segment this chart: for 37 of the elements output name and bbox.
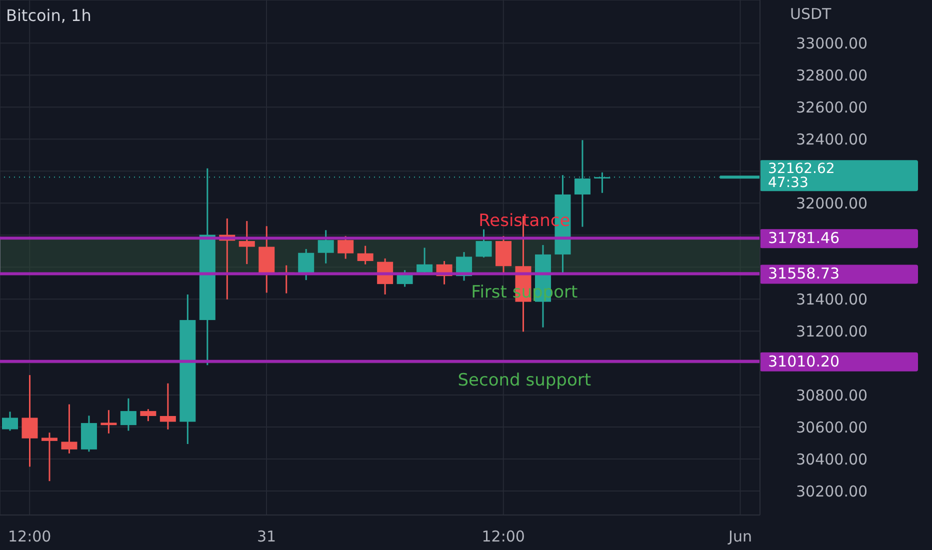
ref-line-label: 31558.73: [768, 264, 840, 283]
annotation: Second support: [458, 370, 592, 390]
candlestick: [140, 408, 156, 422]
x-tick-label: 12:00: [482, 528, 525, 546]
annotation: First support: [471, 282, 578, 303]
candlestick: [160, 382, 176, 430]
y-tick-label: 32600.00: [796, 98, 868, 116]
y-tick-label: 32400.00: [796, 130, 868, 148]
candlestick: [22, 374, 38, 468]
x-tick-label: 12:00: [8, 528, 52, 546]
candlestick: [100, 409, 117, 434]
ref-line-label: 31010.20: [768, 352, 840, 370]
y-tick-label: 30600.00: [796, 418, 868, 436]
x-tick-label: Jun: [728, 528, 752, 546]
y-tick-label: 31200.00: [796, 322, 868, 340]
y-tick-label: 30200.00: [796, 482, 868, 500]
candlestick: [238, 220, 255, 265]
x-tick-label: 31: [256, 528, 276, 546]
y-tick-label: 32000.00: [796, 194, 868, 212]
candlestick: [318, 229, 334, 264]
chart-title: Bitcoin, 1h: [6, 6, 92, 25]
candlestick: [2, 410, 18, 432]
candlestick: [338, 235, 354, 260]
candlestick: [120, 398, 136, 432]
y-tick-label: 30400.00: [796, 450, 868, 468]
candlestick: [61, 404, 78, 454]
y-axis-title: USDT: [790, 5, 832, 23]
y-tick-label: 33000.00: [796, 34, 868, 53]
candlestick: [357, 245, 374, 266]
candlestick: [41, 432, 58, 482]
ref-line-label: 32162.62 47:33: [768, 161, 835, 192]
y-tick-label: 32800.00: [796, 66, 868, 84]
ref-line-label: 31781.46: [768, 229, 840, 248]
candlestick: [476, 228, 492, 258]
y-tick-label: 30800.00: [796, 386, 868, 404]
candlestick: [298, 248, 314, 281]
y-tick-label: 31400.00: [796, 290, 868, 308]
